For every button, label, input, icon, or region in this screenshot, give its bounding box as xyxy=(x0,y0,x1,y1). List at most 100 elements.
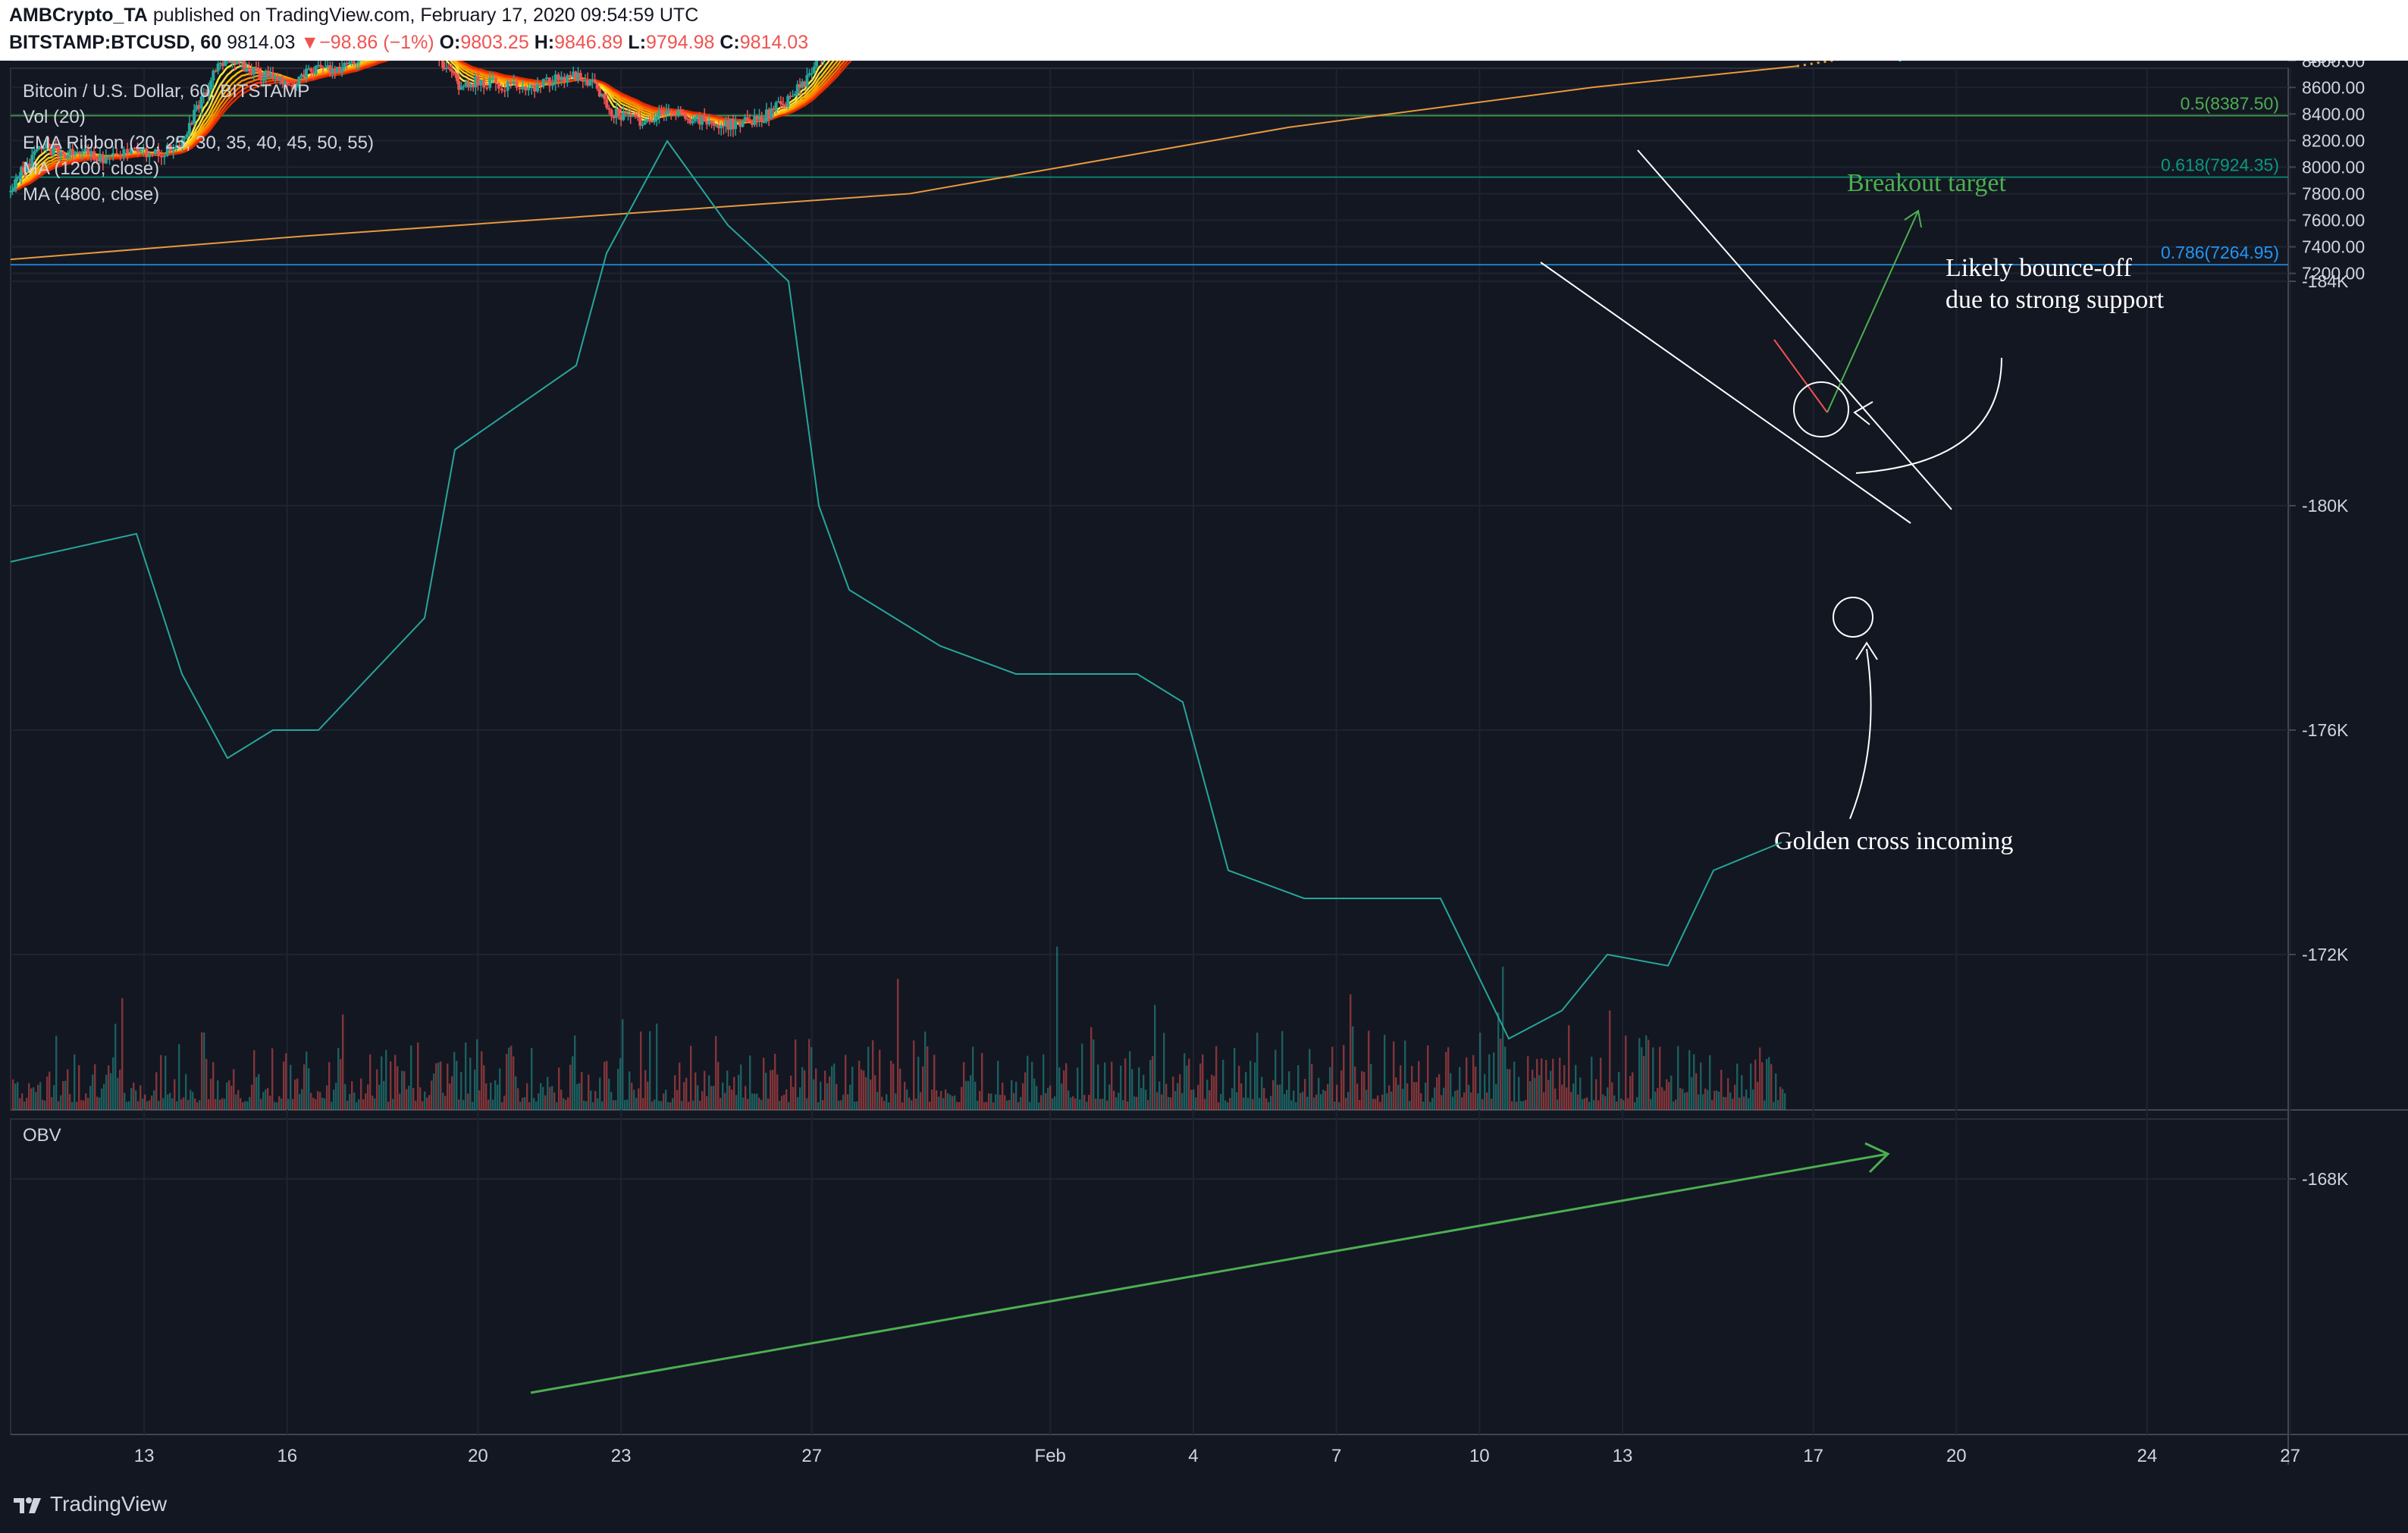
volume-bar xyxy=(1031,1061,1033,1110)
volume-bar xyxy=(281,1098,283,1110)
volume-bar xyxy=(1195,1097,1197,1110)
volume-bar xyxy=(1727,1078,1729,1110)
candle-body xyxy=(533,85,537,92)
volume-bar xyxy=(722,1082,724,1110)
candle-body xyxy=(662,114,666,115)
volume-bar xyxy=(153,1090,155,1110)
candle-body xyxy=(686,118,690,121)
volume-bar xyxy=(1466,1057,1468,1110)
volume-bar xyxy=(629,1071,631,1110)
candle-body xyxy=(47,143,51,146)
legend-item-ema-ribbon[interactable]: EMA Ribbon (20, 25, 30, 35, 40, 45, 50, … xyxy=(23,133,374,153)
volume-bar xyxy=(1459,1067,1461,1110)
volume-bar xyxy=(649,1031,651,1110)
volume-bar xyxy=(506,1054,508,1110)
candle-body xyxy=(762,121,766,123)
x-tick-label: 23 xyxy=(611,1446,632,1466)
volume-bar xyxy=(76,1102,78,1110)
volume-bar xyxy=(1297,1064,1300,1110)
x-tick-label: 27 xyxy=(801,1446,822,1466)
volume-bar xyxy=(863,1071,865,1110)
candle-body xyxy=(71,149,74,155)
candle-body xyxy=(224,61,227,67)
volume-bar xyxy=(1115,1097,1118,1110)
legend-item-ma-4800[interactable]: MA (4800, close) xyxy=(23,184,160,205)
candle-body xyxy=(645,119,649,122)
volume-bar xyxy=(729,1086,731,1110)
volume-bar xyxy=(1361,1071,1363,1110)
volume-bar xyxy=(1070,1097,1072,1110)
publisher-name[interactable]: AMBCrypto_TA xyxy=(9,5,148,26)
volume-bar xyxy=(581,1072,583,1110)
volume-bar xyxy=(1154,1005,1156,1110)
obv-pane-frame xyxy=(10,1118,2289,1435)
volume-bar xyxy=(1634,1102,1636,1110)
volume-bar xyxy=(1174,1091,1177,1110)
candle-body xyxy=(83,149,87,152)
volume-bar xyxy=(790,1075,792,1110)
candle-body xyxy=(476,77,480,86)
volume-bar xyxy=(394,1055,397,1110)
volume-bar xyxy=(26,1098,28,1110)
support-circle xyxy=(1793,381,1849,437)
volume-bar xyxy=(1718,1091,1720,1110)
candle-body xyxy=(712,123,716,126)
volume-bar xyxy=(478,1090,481,1110)
candle-body xyxy=(252,67,256,75)
volume-bar xyxy=(1536,1058,1538,1110)
candles xyxy=(9,61,825,199)
volume-bar xyxy=(128,1101,130,1110)
candle-body xyxy=(457,80,461,90)
candle-body xyxy=(136,148,140,152)
volume-bar xyxy=(883,1101,886,1110)
volume-bar xyxy=(515,1076,517,1110)
volume-bar xyxy=(51,1097,53,1110)
volume-bar xyxy=(1525,1099,1527,1110)
candle-body xyxy=(455,74,459,81)
volume-bar xyxy=(1702,1094,1704,1110)
candle-body xyxy=(563,77,566,83)
candle-body xyxy=(139,149,143,152)
x-tick-label: 7 xyxy=(1331,1446,1341,1466)
volume-bar xyxy=(1193,1089,1195,1110)
volume-bar xyxy=(230,1086,233,1110)
x-tick-label: Feb xyxy=(1035,1446,1066,1466)
volume-bar xyxy=(1083,1095,1086,1110)
volume-bar xyxy=(1131,1069,1133,1110)
candle-body xyxy=(512,81,516,84)
legend-item-symbol[interactable]: Bitcoin / U.S. Dollar, 60, BITSTAMP xyxy=(23,81,310,102)
candle-body xyxy=(805,75,809,87)
volume-bar xyxy=(349,1093,351,1110)
volume-bar xyxy=(970,1075,972,1110)
brand-footer: TradingView xyxy=(12,1492,167,1516)
open-value: 9803.25 xyxy=(460,32,529,53)
legend-item-volume[interactable]: Vol (20) xyxy=(23,107,86,127)
legend-item-ma-1200[interactable]: MA (1200, close) xyxy=(23,158,160,179)
candle-body xyxy=(633,114,637,117)
volume-bar xyxy=(1543,1092,1545,1110)
volume-bar xyxy=(208,1099,210,1110)
candle-body xyxy=(259,72,263,80)
volume-bar xyxy=(1350,994,1352,1110)
volume-bar xyxy=(533,1098,535,1110)
obv-pane-title[interactable]: OBV xyxy=(23,1125,61,1146)
volume-bar xyxy=(1723,1096,1725,1110)
volume-bar xyxy=(1607,1087,1609,1110)
candle-body xyxy=(312,71,315,74)
price-chart[interactable]: 13 16 20 23 27 Feb 4 7 10 13 17 20 24 27 7200.00 7400.0… xyxy=(0,61,2408,1472)
candle-body xyxy=(68,149,72,155)
candle-body xyxy=(757,116,761,120)
volume-bar xyxy=(1015,1081,1017,1110)
volume-bar xyxy=(999,1095,1002,1110)
volume-bar xyxy=(1106,1100,1108,1110)
volume-bar xyxy=(779,1100,781,1110)
volume-bar xyxy=(228,1080,230,1110)
volume-bar xyxy=(342,1014,344,1110)
volume-bar xyxy=(1074,1098,1077,1110)
volume-bar xyxy=(312,1097,315,1110)
volume-bar xyxy=(1527,1056,1529,1110)
candle-body xyxy=(207,89,211,96)
volume-bar xyxy=(760,1099,763,1110)
volume-bar xyxy=(476,1039,478,1110)
volume-bar xyxy=(224,1099,226,1110)
